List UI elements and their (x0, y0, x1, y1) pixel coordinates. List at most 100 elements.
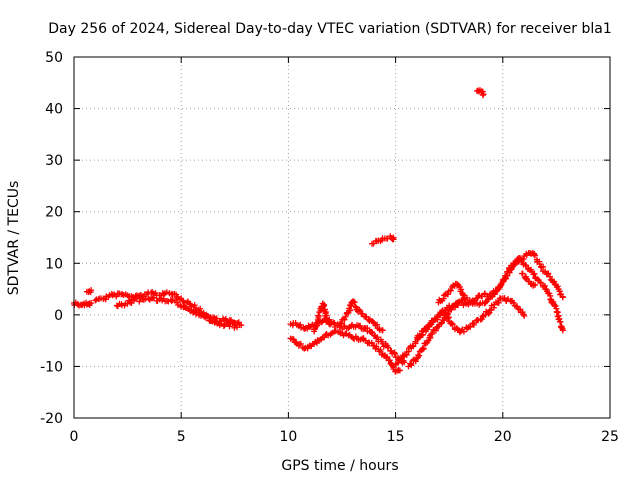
data-point (116, 290, 123, 297)
data-point (556, 315, 563, 322)
data-point (374, 334, 381, 341)
x-tick-label: 25 (601, 429, 619, 445)
data-point (232, 322, 239, 329)
data-point (479, 313, 486, 320)
data-point (204, 313, 211, 320)
data-point (417, 332, 424, 339)
data-point (215, 320, 222, 327)
x-tick-label: 0 (70, 429, 79, 445)
data-point (552, 302, 559, 309)
y-tick-label: 40 (45, 102, 63, 118)
data-point (390, 236, 397, 243)
y-tick-label: 10 (45, 256, 63, 272)
data-point (559, 325, 566, 332)
data-point (395, 366, 402, 373)
data-point (485, 310, 492, 317)
data-point (373, 335, 380, 342)
data-point (420, 345, 427, 352)
data-point (459, 291, 466, 298)
data-point (338, 320, 345, 327)
data-point (448, 320, 455, 327)
data-point (455, 282, 462, 289)
x-tick-label: 10 (279, 429, 297, 445)
data-point (444, 291, 451, 298)
data-point (481, 290, 488, 297)
y-tick-label: 0 (54, 308, 63, 324)
data-point (415, 351, 422, 358)
data-point (176, 296, 183, 303)
data-point (357, 322, 364, 329)
data-point (318, 335, 325, 342)
data-point (343, 325, 350, 332)
data-point (196, 309, 203, 316)
data-point (429, 330, 436, 337)
series-arc11 (405, 255, 566, 370)
y-axis-title: SDTVAR / TECUs (6, 181, 22, 296)
data-point (520, 311, 527, 318)
data-point (498, 281, 505, 288)
data-point (136, 298, 143, 305)
data-point (360, 336, 367, 343)
data-point (383, 353, 390, 360)
data-point (454, 280, 461, 287)
data-point (501, 275, 508, 282)
data-point (460, 328, 467, 335)
series-arc4 (113, 294, 240, 331)
data-point (146, 296, 153, 303)
data-point (172, 297, 179, 304)
data-point (360, 326, 367, 333)
series-arc13 (435, 280, 468, 306)
data-point (385, 344, 392, 351)
data-point (527, 249, 534, 256)
data-point (368, 317, 375, 324)
data-point (541, 282, 548, 289)
data-point (297, 321, 304, 328)
data-point (480, 312, 487, 319)
y-tick-label: -10 (40, 359, 63, 375)
data-point (391, 349, 398, 356)
data-point (471, 300, 478, 307)
data-point (514, 256, 521, 263)
data-point (432, 327, 439, 334)
data-point (545, 270, 552, 277)
data-point (408, 360, 415, 367)
data-point (493, 287, 500, 294)
data-point (453, 301, 460, 308)
data-point (492, 288, 499, 295)
x-axis-title: GPS time / hours (281, 458, 398, 474)
data-point (532, 275, 539, 282)
data-point (342, 313, 349, 320)
data-point (224, 319, 231, 326)
data-point (557, 318, 564, 325)
data-point (412, 358, 419, 365)
data-point (352, 303, 359, 310)
data-point (351, 299, 358, 306)
data-point (352, 333, 359, 340)
data-point (519, 270, 526, 277)
data-point (370, 318, 377, 325)
data-point (343, 330, 350, 337)
data-point (87, 289, 94, 296)
data-point (449, 321, 456, 328)
data-point (514, 303, 521, 310)
data-point (495, 299, 502, 306)
data-point (531, 270, 538, 277)
data-point (467, 323, 474, 330)
data-point (137, 295, 144, 302)
data-point (553, 284, 560, 291)
data-point (220, 323, 227, 330)
data-point (530, 282, 537, 289)
y-tick-label: -20 (40, 411, 63, 427)
series-arc14 (474, 87, 487, 99)
axis-ticks: 0 5 10 15 20 25 -20 -10 0 10 20 30 40 50 (40, 50, 619, 445)
y-tick-label: 50 (45, 50, 63, 66)
data-point (86, 300, 93, 307)
data-point (213, 315, 220, 322)
data-point (391, 350, 398, 357)
data-point (92, 297, 99, 304)
data-point (326, 316, 333, 323)
data-point (503, 272, 510, 279)
data-point (550, 298, 557, 305)
data-point (558, 324, 565, 331)
